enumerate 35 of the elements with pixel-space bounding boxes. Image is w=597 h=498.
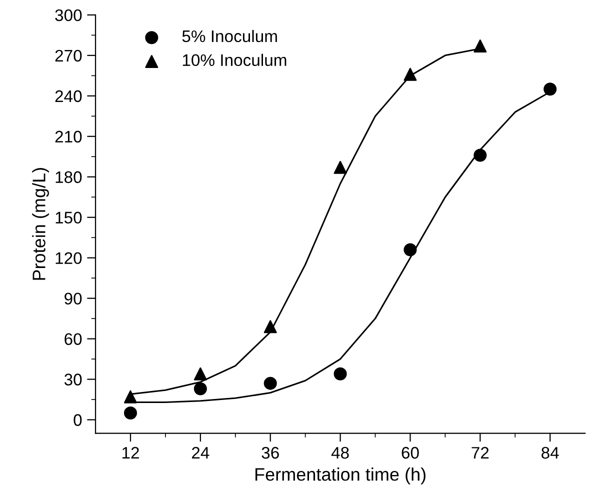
x-tick-label: 72	[472, 446, 489, 459]
y-tick-label: 240	[55, 90, 82, 102]
point	[474, 39, 487, 52]
legend-label: 5% Inoculum	[182, 30, 277, 42]
y-tick-label: 150	[56, 212, 82, 224]
point	[544, 82, 557, 96]
point	[404, 68, 417, 81]
x-tick-label: 48	[331, 446, 349, 459]
x-axis-title: Fermentation time (h)	[255, 468, 426, 484]
y-tick-label: 270	[55, 50, 82, 62]
point	[194, 367, 207, 380]
y-tick-label: 0	[74, 414, 82, 426]
y-tick-label: 90	[64, 292, 82, 305]
y-tick-label: 30	[64, 374, 82, 386]
x-tick-label: 60	[402, 446, 419, 459]
x-tick-label: 12	[122, 446, 139, 459]
x-tick-label: 36	[262, 446, 279, 459]
point	[334, 367, 347, 380]
point	[474, 148, 487, 162]
y-tick-label: 210	[55, 130, 82, 143]
y-tick-label: 60	[64, 333, 82, 346]
point	[334, 160, 347, 174]
point	[264, 320, 277, 334]
x-tick-label: 84	[542, 446, 559, 459]
point	[124, 390, 137, 404]
y-axis-title: Protein (mg/L)	[32, 168, 49, 280]
y-tick-label: 300	[55, 9, 82, 22]
x-tick-label: 24	[192, 446, 210, 459]
point	[264, 376, 277, 390]
y-tick-label: 180	[56, 171, 82, 184]
point	[404, 243, 417, 256]
y-tick-label: 120	[56, 252, 82, 264]
point	[124, 406, 137, 420]
legend-label: 10% Inoculum	[182, 54, 286, 66]
point	[194, 382, 207, 396]
